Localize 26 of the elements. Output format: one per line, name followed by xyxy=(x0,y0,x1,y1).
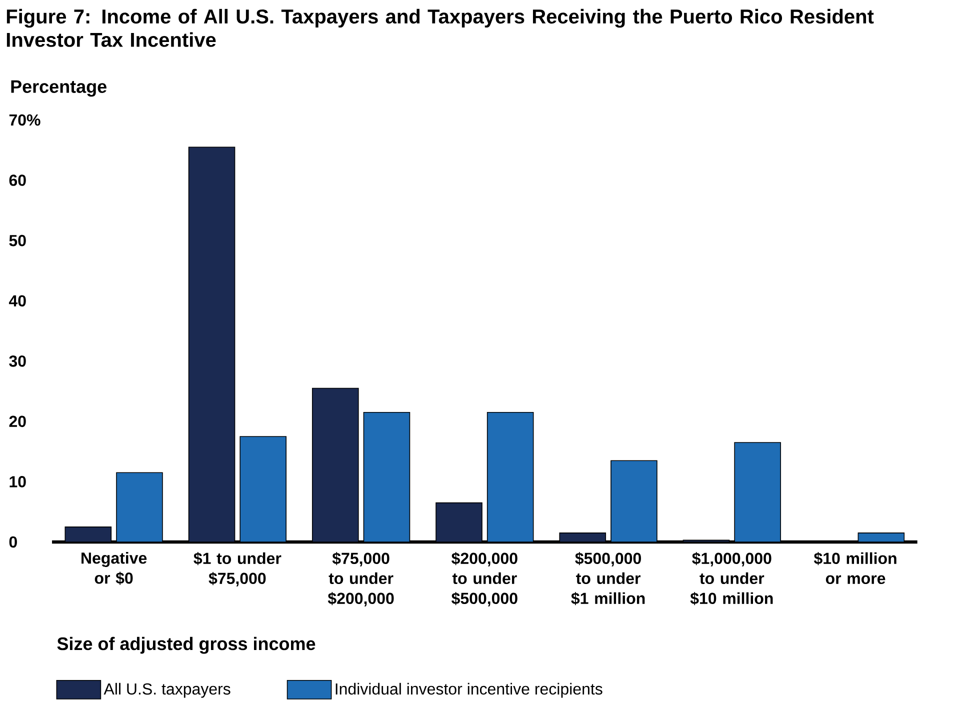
legend-label: All U.S. taxpayers xyxy=(104,682,230,698)
bar xyxy=(734,442,781,542)
x-tick-label: $10 million or more xyxy=(814,552,896,584)
bar xyxy=(363,412,410,542)
y-tick-label: 40 xyxy=(8,295,26,307)
y-tick-label: 70% xyxy=(9,114,40,126)
y-tick-label: 60 xyxy=(9,174,26,186)
chart-title: Figure 7: Income of All U.S. Taxpayers and Taxpayers Receiving the Puerto Rico Resident Investor Tax Incentive xyxy=(6,8,874,47)
x-tick-label: $1 to under $75,000 xyxy=(194,552,282,586)
y-tick-label: 10 xyxy=(10,476,26,488)
y-tick-label: 0 xyxy=(9,536,17,548)
y-tick-label: 20 xyxy=(9,416,26,428)
bar xyxy=(486,412,534,542)
x-tick-label: $500,000 to under $1 million xyxy=(571,552,645,606)
legend-label: Individual investor incentive recipients xyxy=(336,682,602,698)
bar xyxy=(240,436,286,542)
bar xyxy=(610,460,658,542)
x-tick-label: $1,000,000 to under $10 million xyxy=(690,552,773,606)
x-axis-title: Size of adjusted gross income xyxy=(57,636,316,654)
x-tick-label: $200,000 to under $500,000 xyxy=(452,552,518,606)
x-tick-label: Negative or $0 xyxy=(82,552,147,585)
y-tick-label: 50 xyxy=(9,234,26,246)
y-tick-label: 30 xyxy=(9,355,26,367)
x-tick-label: $75,000 to under $200,000 xyxy=(328,552,394,606)
y-axis-title: Percentage xyxy=(11,80,106,97)
bar xyxy=(116,472,163,542)
